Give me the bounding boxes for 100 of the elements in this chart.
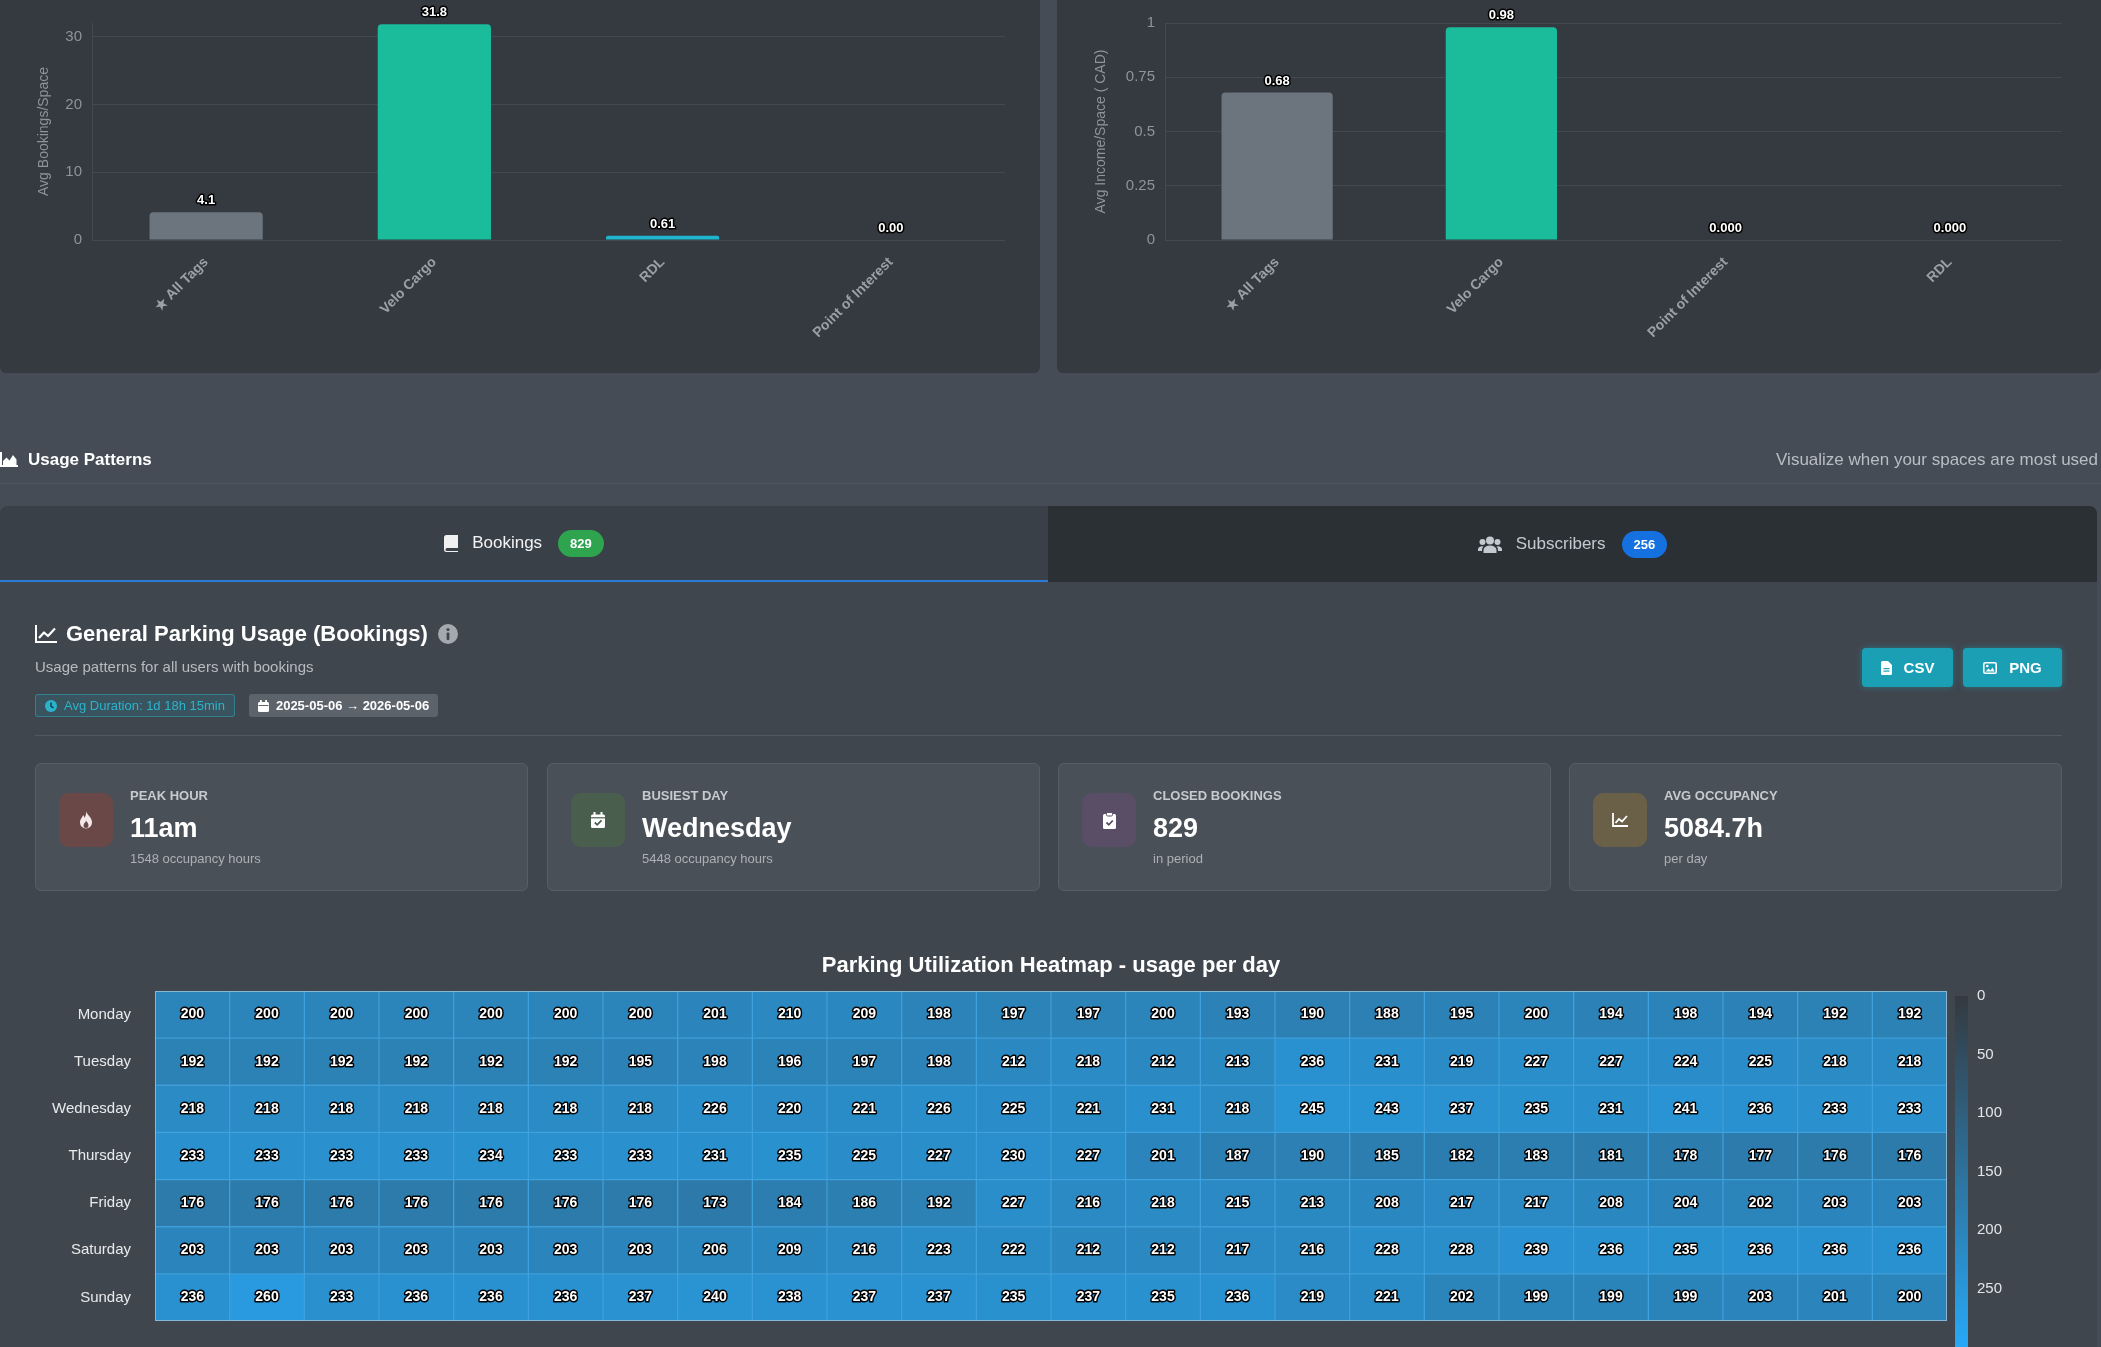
data-label: 222 <box>1001 1241 1026 1258</box>
data-label: 218 <box>329 1099 354 1116</box>
data-label: 203 <box>1748 1288 1773 1305</box>
data-label: 233 <box>1823 1099 1847 1116</box>
data-label: 190 <box>1300 1146 1325 1163</box>
data-label: 217 <box>1449 1194 1474 1210</box>
data-label: 236 <box>1823 1241 1847 1258</box>
data-label: 233 <box>329 1288 354 1305</box>
data-label: 225 <box>1748 1052 1773 1069</box>
data-label: 192 <box>404 1052 429 1069</box>
data-label: 227 <box>1599 1052 1623 1069</box>
data-label: 197 <box>1076 1005 1101 1022</box>
data-label: 231 <box>1151 1099 1175 1116</box>
data-label: 200 <box>404 1005 429 1022</box>
data-label: 236 <box>1748 1241 1773 1258</box>
data-label: 233 <box>329 1146 354 1163</box>
data-label: 200 <box>479 1005 503 1022</box>
y-axis-title: Avg Bookings/Space <box>35 66 52 196</box>
data-label: 176 <box>329 1194 354 1210</box>
bookings-tab[interactable]: Bookings 829 <box>0 506 1048 582</box>
text: in period <box>1153 851 1203 867</box>
data-label: 194 <box>1599 1005 1623 1022</box>
y-tick-label: Wednesday <box>52 1099 132 1116</box>
data-label: 176 <box>255 1194 279 1210</box>
data-label: 236 <box>1599 1241 1623 1258</box>
data-label: 0.000 <box>1709 220 1742 236</box>
data-label: 187 <box>1225 1146 1250 1163</box>
y-tick-label: Saturday <box>70 1240 132 1258</box>
color-bar-label: 250 <box>1977 1278 2003 1296</box>
text: BUSIEST DAY <box>642 788 729 804</box>
data-label: 200 <box>1151 1005 1175 1022</box>
data-label: 231 <box>703 1146 727 1163</box>
chart-title: Parking Utilization Heatmap - usage per day <box>821 952 1281 978</box>
data-label: 192 <box>255 1052 279 1069</box>
data-label: 226 <box>703 1099 727 1116</box>
y-tick-label: 0 <box>1146 230 1155 248</box>
data-label: 176 <box>180 1194 205 1210</box>
data-label: 218 <box>1076 1052 1101 1069</box>
data-label: 181 <box>1599 1146 1623 1163</box>
y-tick-label: Tuesday <box>74 1051 132 1069</box>
data-label: 236 <box>1748 1099 1773 1116</box>
y-tick-label: 1 <box>1146 13 1155 31</box>
data-label: 240 <box>703 1288 727 1305</box>
data-label: 201 <box>1823 1288 1847 1305</box>
text: Avg Duration: 1d 18h 15min <box>64 698 225 713</box>
data-label: 227 <box>1076 1146 1101 1163</box>
data-label: 192 <box>553 1052 578 1069</box>
data-label: 186 <box>852 1194 877 1210</box>
data-label: 178 <box>1673 1146 1698 1163</box>
color-bar-label: 50 <box>1977 1044 1994 1062</box>
data-label: 235 <box>1001 1288 1026 1305</box>
data-label: 220 <box>777 1099 802 1116</box>
bar <box>377 24 491 240</box>
text: 5448 occupancy hours <box>642 851 773 867</box>
text: AVG OCCUPANCY <box>1664 788 1778 804</box>
text: Usage patterns for all users with bookings <box>35 658 314 676</box>
data-label: 199 <box>1524 1288 1549 1305</box>
data-label: 176 <box>1823 1146 1847 1163</box>
data-label: 223 <box>927 1241 951 1258</box>
data-label: 233 <box>1897 1099 1922 1116</box>
data-label: 219 <box>1449 1052 1474 1069</box>
data-label: 216 <box>852 1241 877 1258</box>
data-label: 176 <box>479 1194 503 1210</box>
data-label: 218 <box>628 1099 653 1116</box>
subscribers-tab[interactable]: Subscribers 256 <box>1048 506 2097 582</box>
color-bar-label: 100 <box>1977 1103 2003 1121</box>
data-label: 236 <box>1897 1241 1922 1258</box>
data-label: 182 <box>1449 1146 1474 1163</box>
y-tick-label: 0.5 <box>1134 121 1155 139</box>
data-label: 197 <box>852 1052 877 1069</box>
data-label: 233 <box>404 1146 429 1163</box>
data-label: 188 <box>1375 1005 1399 1022</box>
data-label: 200 <box>180 1005 205 1022</box>
data-label: 227 <box>1001 1194 1026 1210</box>
text: PEAK HOUR <box>130 788 209 804</box>
data-label: 216 <box>1076 1194 1101 1210</box>
data-label: 245 <box>1300 1099 1325 1116</box>
data-label: 228 <box>1375 1241 1399 1258</box>
data-label: 195 <box>628 1052 653 1069</box>
data-label: 202 <box>1449 1288 1474 1305</box>
data-label: 203 <box>1897 1194 1922 1210</box>
data-label: 233 <box>255 1146 279 1163</box>
data-label: 192 <box>479 1052 503 1069</box>
data-label: 227 <box>927 1146 951 1163</box>
data-label: 260 <box>255 1288 279 1305</box>
data-label: 218 <box>1823 1052 1847 1069</box>
y-tick-label: 0 <box>73 230 82 248</box>
data-label: 201 <box>703 1005 727 1022</box>
text: CLOSED BOOKINGS <box>1153 788 1282 804</box>
data-label: 208 <box>1599 1194 1623 1210</box>
y-tick-label: 10 <box>65 162 82 180</box>
data-label: 192 <box>180 1052 205 1069</box>
data-label: 197 <box>1001 1005 1026 1022</box>
data-label: 176 <box>404 1194 429 1210</box>
text: 2025-05-06 → 2026-05-06 <box>275 698 430 713</box>
data-label: 202 <box>1748 1194 1773 1210</box>
data-label: 192 <box>1823 1005 1847 1022</box>
y-tick-label: 0.75 <box>1125 67 1155 85</box>
data-label: 235 <box>1673 1241 1698 1258</box>
data-label: 194 <box>1748 1005 1773 1022</box>
